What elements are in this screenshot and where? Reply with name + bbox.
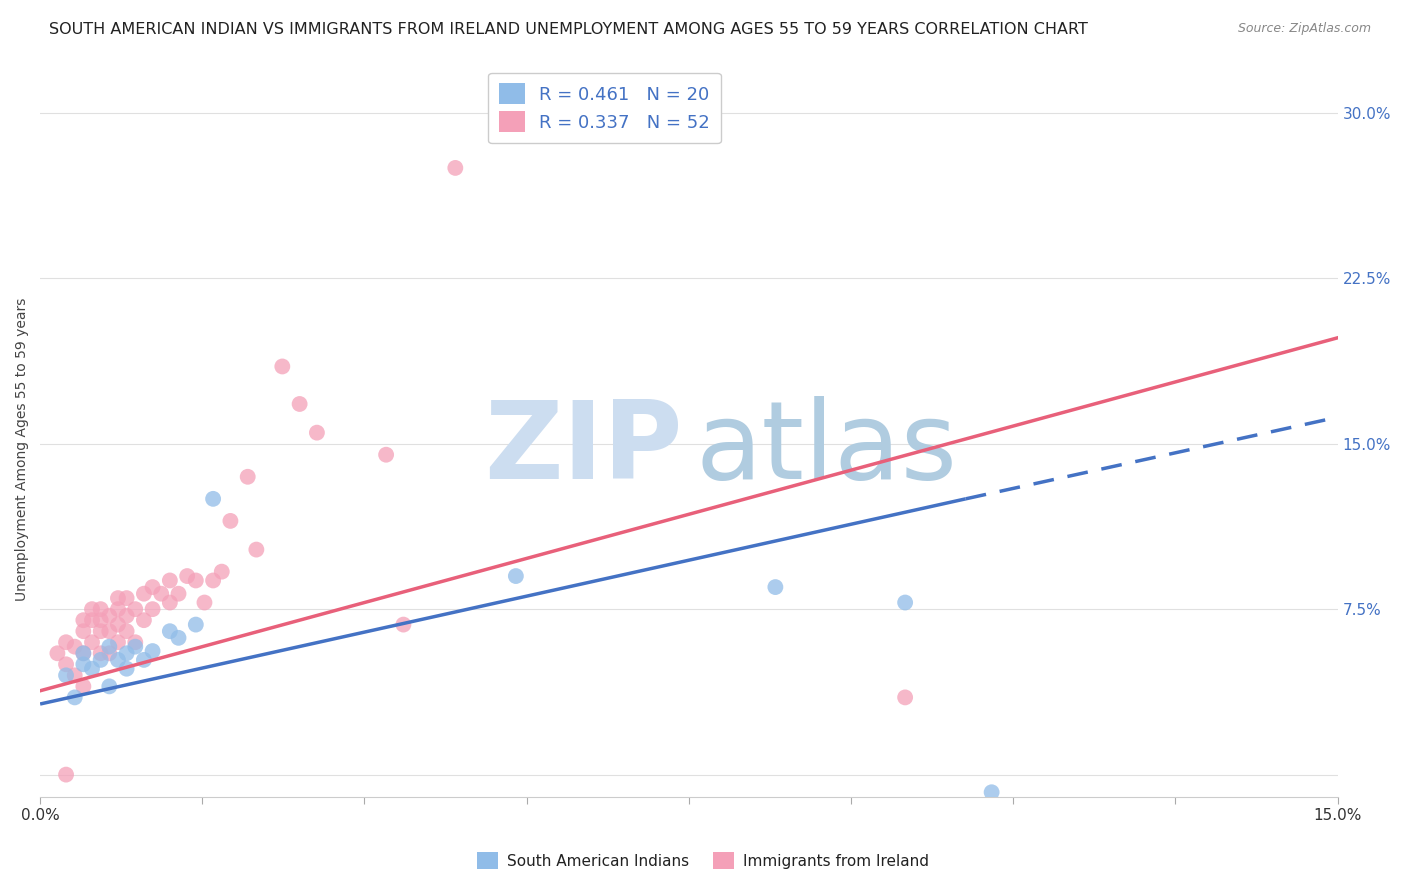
Text: ZIP: ZIP bbox=[484, 396, 682, 502]
Point bbox=[763, 580, 786, 594]
Point bbox=[202, 574, 225, 588]
Point bbox=[132, 587, 155, 601]
Y-axis label: Unemployment Among Ages 55 to 59 years: Unemployment Among Ages 55 to 59 years bbox=[15, 298, 30, 601]
Point bbox=[211, 565, 233, 579]
Point bbox=[392, 617, 415, 632]
Point bbox=[271, 359, 294, 374]
Point bbox=[288, 397, 311, 411]
Point bbox=[72, 624, 94, 639]
Point bbox=[505, 569, 527, 583]
Legend: South American Indians, Immigrants from Ireland: South American Indians, Immigrants from … bbox=[471, 846, 935, 875]
Text: SOUTH AMERICAN INDIAN VS IMMIGRANTS FROM IRELAND UNEMPLOYMENT AMONG AGES 55 TO 5: SOUTH AMERICAN INDIAN VS IMMIGRANTS FROM… bbox=[49, 22, 1088, 37]
Point bbox=[150, 587, 173, 601]
Point bbox=[184, 617, 207, 632]
Point bbox=[159, 595, 181, 609]
Point bbox=[202, 491, 225, 506]
Point bbox=[98, 624, 121, 639]
Point bbox=[72, 646, 94, 660]
Point bbox=[115, 624, 138, 639]
Point bbox=[80, 613, 103, 627]
Point bbox=[132, 613, 155, 627]
Point bbox=[305, 425, 328, 440]
Text: atlas: atlas bbox=[696, 396, 957, 502]
Point bbox=[80, 662, 103, 676]
Point bbox=[63, 640, 86, 654]
Point bbox=[219, 514, 242, 528]
Point bbox=[115, 662, 138, 676]
Point bbox=[98, 608, 121, 623]
Point bbox=[90, 653, 112, 667]
Point bbox=[184, 574, 207, 588]
Point bbox=[894, 595, 917, 609]
Point bbox=[142, 644, 165, 658]
Point bbox=[55, 767, 77, 781]
Point bbox=[894, 690, 917, 705]
Point bbox=[176, 569, 198, 583]
Point bbox=[236, 470, 259, 484]
Point bbox=[107, 591, 129, 606]
Point bbox=[80, 635, 103, 649]
Point bbox=[115, 591, 138, 606]
Point bbox=[167, 631, 190, 645]
Point bbox=[98, 679, 121, 693]
Point bbox=[115, 646, 138, 660]
Point bbox=[980, 785, 1002, 799]
Legend: R = 0.461   N = 20, R = 0.337   N = 52: R = 0.461 N = 20, R = 0.337 N = 52 bbox=[488, 72, 721, 143]
Point bbox=[375, 448, 398, 462]
Point bbox=[124, 635, 146, 649]
Point bbox=[107, 635, 129, 649]
Point bbox=[124, 640, 146, 654]
Point bbox=[107, 602, 129, 616]
Point bbox=[167, 587, 190, 601]
Point bbox=[90, 624, 112, 639]
Point bbox=[80, 602, 103, 616]
Point bbox=[142, 602, 165, 616]
Point bbox=[90, 646, 112, 660]
Point bbox=[107, 653, 129, 667]
Point bbox=[63, 690, 86, 705]
Point bbox=[159, 624, 181, 639]
Point bbox=[90, 613, 112, 627]
Point bbox=[63, 668, 86, 682]
Point bbox=[124, 602, 146, 616]
Point bbox=[72, 679, 94, 693]
Point bbox=[72, 613, 94, 627]
Point bbox=[46, 646, 69, 660]
Point bbox=[55, 635, 77, 649]
Point bbox=[142, 580, 165, 594]
Point bbox=[98, 646, 121, 660]
Point bbox=[72, 657, 94, 672]
Point bbox=[55, 668, 77, 682]
Point bbox=[193, 595, 215, 609]
Point bbox=[444, 161, 467, 175]
Text: Source: ZipAtlas.com: Source: ZipAtlas.com bbox=[1237, 22, 1371, 36]
Point bbox=[72, 646, 94, 660]
Point bbox=[132, 653, 155, 667]
Point bbox=[159, 574, 181, 588]
Point bbox=[115, 608, 138, 623]
Point bbox=[55, 657, 77, 672]
Point bbox=[245, 542, 267, 557]
Point bbox=[98, 640, 121, 654]
Point bbox=[90, 602, 112, 616]
Point bbox=[107, 617, 129, 632]
